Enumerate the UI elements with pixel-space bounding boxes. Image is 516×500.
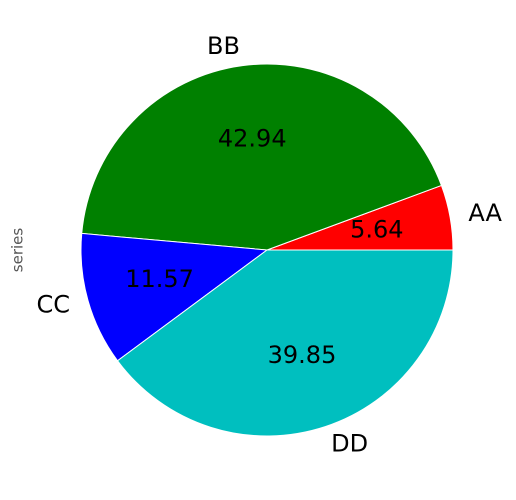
slice-label: DD (331, 429, 368, 457)
slice-label: AA (468, 199, 502, 227)
slice-label: CC (37, 290, 71, 318)
value-label: 5.64 (350, 215, 403, 243)
y-axis-label: series (9, 228, 27, 273)
pie-slice (81, 63, 443, 251)
pie-slice (80, 232, 269, 362)
slice-label: BB (207, 32, 240, 60)
value-label: 42.94 (218, 124, 287, 152)
value-label: 39.85 (268, 341, 337, 369)
value-label: 11.57 (125, 265, 194, 293)
pie-slice (116, 249, 454, 437)
